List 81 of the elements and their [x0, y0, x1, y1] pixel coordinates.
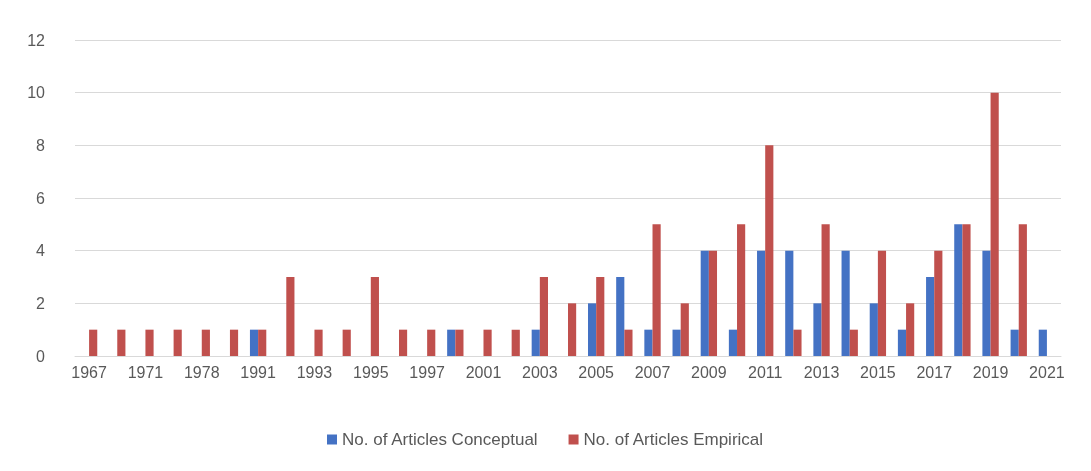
x-tick-label: 1967 — [71, 363, 107, 381]
bar — [201, 329, 210, 356]
bar — [926, 277, 935, 356]
y-tick-label: 10 — [27, 84, 46, 102]
bar — [990, 92, 999, 356]
x-tick-label: 2017 — [916, 363, 953, 381]
bar — [1010, 329, 1019, 356]
bar — [539, 277, 548, 356]
bar — [982, 250, 991, 356]
bar — [624, 329, 633, 356]
bar — [934, 250, 943, 356]
bar — [680, 303, 689, 356]
x-tick-label: 1993 — [296, 363, 333, 381]
y-tick-label: 2 — [36, 294, 46, 312]
bar — [728, 329, 738, 356]
bar — [708, 250, 718, 356]
x-tick-label: 1995 — [353, 363, 389, 381]
bar — [616, 277, 625, 356]
x-tick-label: 2003 — [522, 363, 558, 381]
x-tick-label: 2011 — [748, 363, 783, 381]
bar — [962, 224, 971, 356]
bar — [954, 224, 963, 356]
bar — [793, 329, 802, 356]
bar — [117, 329, 126, 356]
x-tick-label: 2001 — [465, 363, 502, 381]
bar — [841, 250, 850, 356]
legend-label: No. of Articles Conceptual — [342, 430, 538, 449]
bar — [531, 329, 540, 356]
x-tick-label: 2013 — [803, 363, 840, 381]
legend-label: No. of Articles Empirical — [583, 430, 764, 449]
x-tick-label: 1991 — [240, 363, 277, 381]
bar — [370, 277, 379, 356]
bar — [897, 329, 907, 356]
bar — [173, 329, 182, 356]
bar — [596, 277, 605, 356]
y-tick-label: 12 — [27, 31, 46, 49]
bar — [89, 329, 98, 356]
y-tick-label: 6 — [36, 189, 46, 207]
y-tick-label: 8 — [36, 136, 46, 154]
bar — [644, 329, 653, 356]
bar — [672, 329, 681, 356]
bar — [145, 329, 154, 356]
bar — [455, 329, 464, 356]
bar — [652, 224, 661, 356]
bar — [765, 145, 774, 356]
x-tick-label: 1971 — [127, 363, 164, 381]
bar — [821, 224, 830, 356]
bar — [1038, 329, 1047, 356]
x-tick-label: 1978 — [183, 363, 220, 381]
x-tick-label: 2009 — [691, 363, 727, 381]
bar — [258, 329, 267, 356]
bar — [813, 303, 822, 356]
y-tick-label: 4 — [36, 242, 46, 260]
bar — [286, 277, 295, 356]
bar — [757, 250, 766, 356]
bar — [737, 224, 746, 356]
bar — [511, 329, 520, 356]
bar — [229, 329, 239, 356]
x-tick-label: 2007 — [634, 363, 671, 381]
bar — [785, 250, 794, 356]
x-tick-label: 1997 — [409, 363, 446, 381]
bar — [588, 303, 597, 356]
bar — [877, 250, 887, 356]
bar — [314, 329, 323, 356]
y-tick-label: 0 — [36, 347, 46, 365]
bar — [447, 329, 456, 356]
bar — [849, 329, 858, 356]
x-tick-label: 2019 — [972, 363, 1009, 381]
bar — [700, 250, 709, 356]
bar — [427, 329, 436, 356]
bar — [249, 329, 259, 356]
bar — [342, 329, 351, 356]
bar — [483, 329, 492, 356]
bar — [568, 303, 577, 356]
bar — [869, 303, 878, 356]
x-tick-label: 2005 — [578, 363, 615, 381]
x-tick-label: 2015 — [860, 363, 896, 381]
bar — [398, 329, 408, 356]
bar — [1018, 224, 1027, 356]
bar — [906, 303, 915, 356]
x-tick-label: 2021 — [1029, 363, 1065, 381]
